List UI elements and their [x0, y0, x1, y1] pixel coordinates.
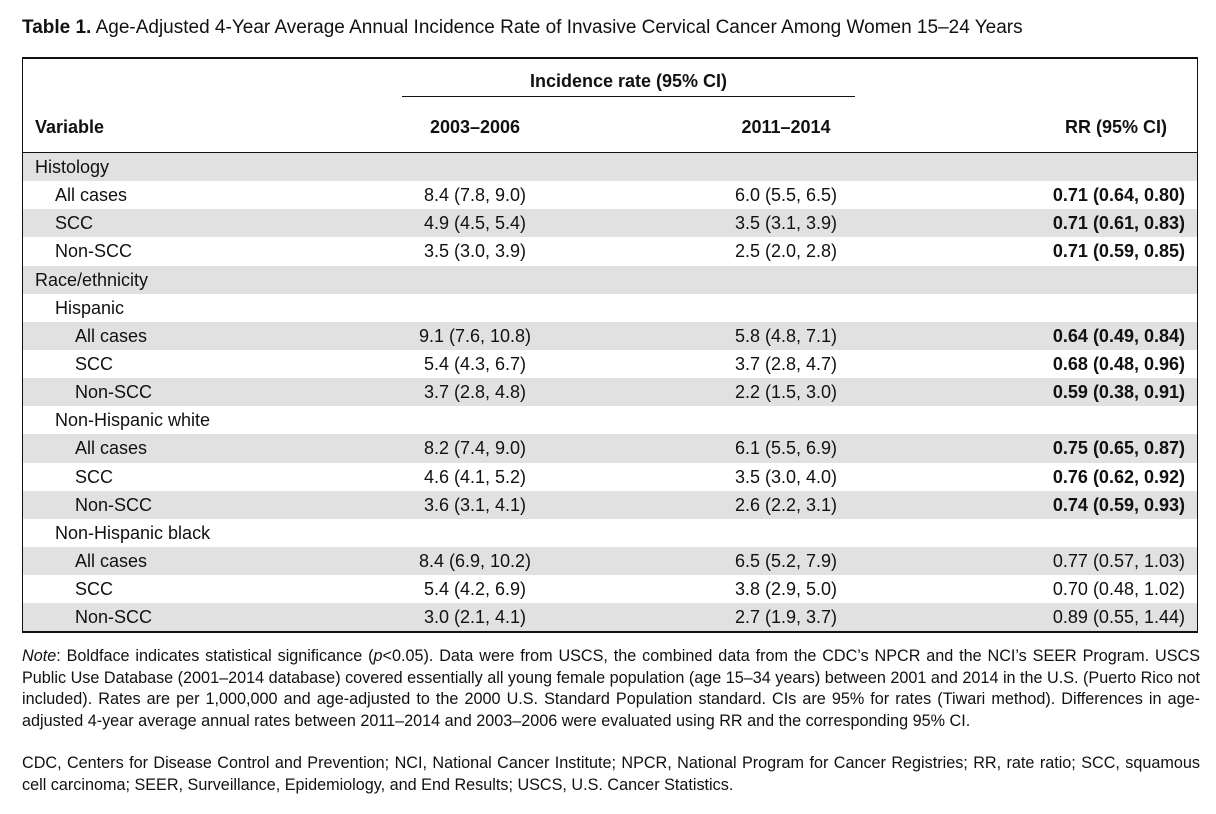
row-label: Histology	[35, 157, 110, 177]
row-label: Non-SCC	[55, 241, 133, 262]
row-label: Non-SCC	[75, 382, 153, 403]
cell-2011-2014: 3.8 (2.9, 5.0)	[734, 579, 838, 600]
row-label: All cases	[55, 185, 128, 206]
cell-2003-2006: 3.5 (3.0, 3.9)	[423, 241, 527, 262]
cell-2003-2006: 8.4 (6.9, 10.2)	[418, 550, 532, 571]
table-row: All cases 8.4 (7.8, 9.0) 6.0 (5.5, 6.5) 0.7…	[23, 181, 1197, 209]
row-label: Non-SCC	[75, 494, 153, 515]
cell-2011-2014: 3.5 (3.0, 4.0)	[734, 466, 838, 487]
table-row: All cases 9.1 (7.6, 10.8) 5.8 (4.8, 7.1) 0.…	[23, 321, 1197, 350]
table-row: Non-SCC 3.7 (2.8, 4.8) 2.2 (1.5, 3.0) 0.59 …	[23, 378, 1197, 407]
cell-2003-2006: 5.4 (4.3, 6.7)	[423, 353, 527, 374]
table-row: Hispanic	[23, 294, 1197, 322]
cell-2003-2006: 3.7 (2.8, 4.8)	[423, 382, 527, 403]
cell-rr: 0.89 (0.55, 1.44)	[1052, 607, 1185, 628]
cell-rr: 0.59 (0.38, 0.91)	[1052, 382, 1185, 403]
row-label: Non-Hispanic white	[55, 410, 211, 431]
row-label: All cases	[75, 550, 148, 571]
table-header: Incidence rate (95% CI) Variable 2003–20…	[23, 59, 1197, 153]
p-symbol: p	[373, 647, 383, 665]
cell-2011-2014: 3.7 (2.8, 4.7)	[734, 353, 838, 374]
cell-2003-2006: 3.0 (2.1, 4.1)	[423, 607, 527, 628]
incidence-rate-spanner: Incidence rate (95% CI)	[529, 71, 728, 91]
row-label: All cases	[75, 325, 148, 346]
column-header-rr: RR (95% CI)	[1064, 117, 1167, 137]
table-row: SCC 4.6 (4.1, 5.2) 3.5 (3.0, 4.0) 0.76 (0.6…	[23, 463, 1197, 491]
table-note: Note: Boldface indicates statistical sig…	[22, 646, 1200, 732]
cell-2003-2006: 8.4 (7.8, 9.0)	[423, 185, 527, 206]
cell-2011-2014: 6.0 (5.5, 6.5)	[734, 185, 838, 206]
spanner-rule	[402, 96, 855, 97]
cell-2003-2006: 3.6 (3.1, 4.1)	[423, 494, 527, 515]
cell-rr: 0.64 (0.49, 0.84)	[1052, 325, 1185, 346]
table-row: Race/ethnicity	[23, 265, 1197, 294]
cell-rr: 0.71 (0.64, 0.80)	[1052, 185, 1185, 206]
table-row: SCC 5.4 (4.3, 6.7) 3.7 (2.8, 4.7) 0.68 (0.4…	[23, 350, 1197, 378]
cell-rr: 0.76 (0.62, 0.92)	[1052, 466, 1185, 487]
abbreviations-footnote: CDC, Centers for Disease Control and Pre…	[22, 754, 1200, 794]
row-label: SCC	[75, 579, 114, 600]
cell-2011-2014: 5.8 (4.8, 7.1)	[734, 325, 838, 346]
incidence-table: Incidence rate (95% CI) Variable 2003–20…	[22, 57, 1198, 634]
cell-2003-2006: 9.1 (7.6, 10.8)	[418, 325, 532, 346]
column-header-variable: Variable	[35, 117, 105, 137]
table-title: Age-Adjusted 4-Year Average Annual Incid…	[95, 17, 1023, 38]
table-label: Table 1.	[22, 17, 92, 38]
cell-rr: 0.70 (0.48, 1.02)	[1052, 579, 1185, 600]
column-header-2003-2006: 2003–2006	[429, 117, 521, 137]
cell-2011-2014: 2.5 (2.0, 2.8)	[734, 241, 838, 262]
table-row: SCC 5.4 (4.2, 6.9) 3.8 (2.9, 5.0) 0.70 (0.4…	[23, 575, 1197, 603]
table-row: SCC 4.9 (4.5, 5.4) 3.5 (3.1, 3.9) 0.71 (0.6…	[23, 209, 1197, 238]
row-label: Non-SCC	[75, 607, 153, 628]
cell-2003-2006: 5.4 (4.2, 6.9)	[423, 579, 527, 600]
cell-2003-2006: 4.6 (4.1, 5.2)	[423, 466, 527, 487]
table-body: Histology All cases 8.4 (7.8, 9.0) 6.0 (5.5…	[23, 153, 1197, 632]
note-label: Note	[22, 647, 57, 665]
table-caption: Table 1. Age-Adjusted 4-Year Average Ann…	[22, 14, 1023, 42]
table-row: Non-SCC 3.5 (3.0, 3.9) 2.5 (2.0, 2.8) 0.71 …	[23, 237, 1197, 265]
table-row: Histology	[23, 153, 1197, 182]
table-row: All cases 8.4 (6.9, 10.2) 6.5 (5.2, 7.9) 0.…	[23, 546, 1197, 576]
cell-rr: 0.71 (0.61, 0.83)	[1052, 213, 1185, 234]
cell-rr: 0.68 (0.48, 0.96)	[1052, 353, 1185, 374]
table-row: Non-SCC 3.6 (3.1, 4.1) 2.6 (2.2, 3.1) 0.74 …	[23, 490, 1197, 519]
table-row: Non-SCC 3.0 (2.1, 4.1) 2.7 (1.9, 3.7) 0.89 …	[23, 603, 1197, 632]
table-row: Non-Hispanic white	[23, 406, 1197, 434]
cell-2011-2014: 6.1 (5.5, 6.9)	[734, 438, 838, 459]
note-text-b: <0.05). Data were from USCS, the combine…	[22, 647, 1200, 730]
cell-rr: 0.74 (0.59, 0.93)	[1052, 494, 1185, 515]
note-text-a: : Boldface indicates statistical signifi…	[56, 647, 374, 665]
table-row: Non-Hispanic black	[23, 519, 1197, 547]
cell-rr: 0.71 (0.59, 0.85)	[1052, 241, 1185, 262]
cell-2011-2014: 2.7 (1.9, 3.7)	[734, 607, 838, 628]
row-label: SCC	[75, 466, 114, 487]
cell-2011-2014: 2.6 (2.2, 3.1)	[734, 494, 838, 515]
table-row: All cases 8.2 (7.4, 9.0) 6.1 (5.5, 6.9) 0.7…	[23, 434, 1197, 463]
cell-rr: 0.75 (0.65, 0.87)	[1052, 438, 1185, 459]
cell-2003-2006: 4.9 (4.5, 5.4)	[423, 213, 527, 234]
row-label: Hispanic	[55, 297, 125, 318]
cell-2011-2014: 2.2 (1.5, 3.0)	[734, 382, 838, 403]
row-label: SCC	[75, 353, 114, 374]
row-label: All cases	[75, 438, 148, 459]
row-label: Non-Hispanic black	[55, 522, 211, 543]
cell-2003-2006: 8.2 (7.4, 9.0)	[423, 438, 527, 459]
row-label: SCC	[55, 213, 94, 234]
cell-2011-2014: 6.5 (5.2, 7.9)	[734, 550, 838, 571]
cell-rr: 0.77 (0.57, 1.03)	[1052, 550, 1185, 571]
cell-2011-2014: 3.5 (3.1, 3.9)	[734, 213, 838, 234]
column-header-2011-2014: 2011–2014	[741, 117, 831, 137]
row-label: Race/ethnicity	[35, 269, 149, 290]
